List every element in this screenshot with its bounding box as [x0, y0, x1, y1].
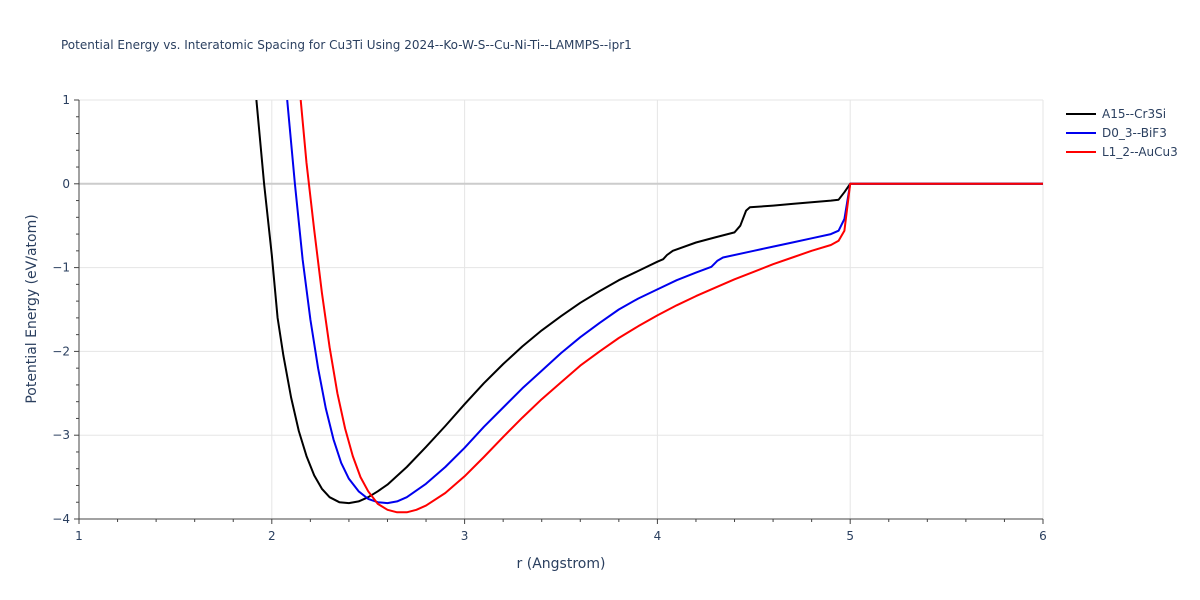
y-tick-label: 1	[62, 93, 70, 107]
legend: A15--Cr3Si D0_3--BiF3 L1_2--AuCu3	[1066, 104, 1178, 161]
chart-title: Potential Energy vs. Interatomic Spacing…	[61, 38, 632, 52]
x-axis-title: r (Angstrom)	[517, 556, 606, 572]
y-tick-label: −4	[52, 512, 70, 526]
legend-label: D0_3--BiF3	[1102, 125, 1167, 140]
y-axis-title: Potential Energy (eV/atom)	[24, 214, 40, 403]
legend-item-1[interactable]: D0_3--BiF3	[1066, 123, 1178, 142]
x-tick-label: 4	[654, 529, 662, 543]
grid-layer	[79, 99, 1044, 519]
legend-label: A15--Cr3Si	[1102, 106, 1167, 121]
x-tick-label: 3	[461, 529, 469, 543]
y-tick-label: −2	[52, 344, 70, 358]
y-tick-label: −1	[52, 261, 70, 275]
x-tick-label: 1	[75, 529, 83, 543]
legend-label: L1_2--AuCu3	[1102, 144, 1178, 159]
series-layer	[255, 100, 1043, 514]
x-tick-label: 6	[1039, 529, 1047, 543]
y-tick-label: −3	[52, 428, 70, 442]
legend-swatch	[1066, 131, 1096, 134]
legend-item-0[interactable]: A15--Cr3Si	[1066, 104, 1178, 123]
series-line-0[interactable]	[255, 100, 1043, 505]
series-line-2[interactable]	[299, 100, 1043, 514]
x-tick-label: 2	[268, 529, 276, 543]
legend-item-2[interactable]: L1_2--AuCu3	[1066, 142, 1178, 161]
legend-swatch	[1066, 112, 1096, 115]
series-line-1[interactable]	[286, 100, 1043, 505]
x-tick-label: 5	[846, 529, 854, 543]
y-tick-label: 0	[62, 177, 70, 191]
legend-swatch	[1066, 150, 1096, 153]
axis-layer: 1 2 3 4 5 6 1 0 −1 −2 −3 −4	[52, 93, 1047, 543]
